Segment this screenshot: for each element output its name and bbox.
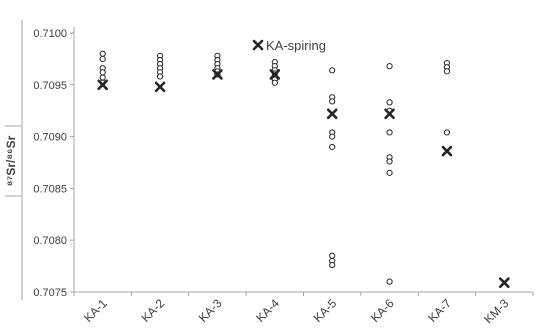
legend: KA-spiring [252, 38, 326, 53]
y-tick-label: 0.7075 [33, 287, 67, 299]
circle-data-point [386, 99, 393, 106]
circle-data-point [156, 73, 164, 80]
circle-data-point [99, 69, 106, 76]
circle-data-point [386, 158, 393, 165]
x-tick-labels: KA-1 KA-2 KA-3 KA-4 KA-5 KA-6 KA-7 KM-3 [73, 292, 534, 326]
x-marker-stroke [252, 39, 264, 51]
x-marker-stroke [326, 108, 338, 120]
x-data-point [154, 81, 166, 93]
y-tick-label: 0.7100 [33, 28, 67, 40]
x-data-point [269, 69, 281, 80]
circle-data-point [386, 129, 393, 136]
circle-data-point [386, 63, 393, 70]
x-tick-label: KM-3 [481, 296, 511, 326]
x-tick-label: KA-1 [81, 296, 110, 325]
x-marker-stroke [269, 69, 281, 80]
y-tick-label: 0.7080 [33, 235, 67, 247]
x-tick-label: KA-3 [196, 296, 225, 325]
x-marker-stroke [499, 277, 510, 288]
x-data-point [97, 79, 108, 91]
legend-x-symbol [252, 39, 264, 51]
circle-data-point [329, 261, 336, 269]
x-marker-stroke [212, 69, 223, 80]
x-data-point [441, 145, 453, 157]
y-tick-label: 0.7085 [33, 183, 67, 195]
x-tick-label: KA-5 [311, 296, 340, 325]
y-tick-label: 0.7095 [33, 80, 67, 92]
x-data-point [326, 108, 338, 120]
y-axis-label: ⁸⁷Sr/⁸⁶Sr [4, 135, 18, 186]
circle-data-point [386, 169, 393, 176]
x-tick-label: KA-2 [138, 296, 167, 325]
circle-data-point [99, 50, 106, 57]
x-data-point [384, 108, 395, 120]
circle-data-point [443, 129, 451, 136]
circle-data-point [271, 79, 278, 86]
x-tick-label: KA-6 [368, 296, 397, 325]
legend-label: KA-spiring [266, 38, 326, 53]
x-marker-stroke [154, 81, 166, 93]
circle-data-point [99, 55, 106, 63]
legend-x-marker [252, 39, 264, 51]
x-tick-label: KA-4 [253, 296, 282, 325]
x-marker-stroke [384, 108, 395, 120]
x-marker-stroke [441, 145, 453, 157]
x-tick-label: KA-7 [425, 296, 454, 325]
x-data-point [499, 277, 510, 288]
x-marker-stroke [97, 79, 108, 91]
circle-data-point [329, 67, 336, 74]
circle-data-point [329, 143, 336, 151]
y-axis-frame [5, 20, 23, 300]
data-points [97, 50, 510, 288]
circle-data-point [99, 74, 106, 81]
y-tick-label: 0.7090 [33, 132, 67, 144]
circle-data-point [329, 98, 336, 105]
plot-axes [73, 27, 533, 293]
x-data-point [212, 69, 223, 80]
circle-data-point [329, 133, 336, 140]
circle-data-point [386, 278, 393, 285]
circle-data-point [443, 68, 451, 75]
y-tick-labels: 0.7075 0.7080 0.7085 0.7090 0.7095 0.7100 [33, 28, 74, 299]
circle-data-point [329, 252, 336, 259]
